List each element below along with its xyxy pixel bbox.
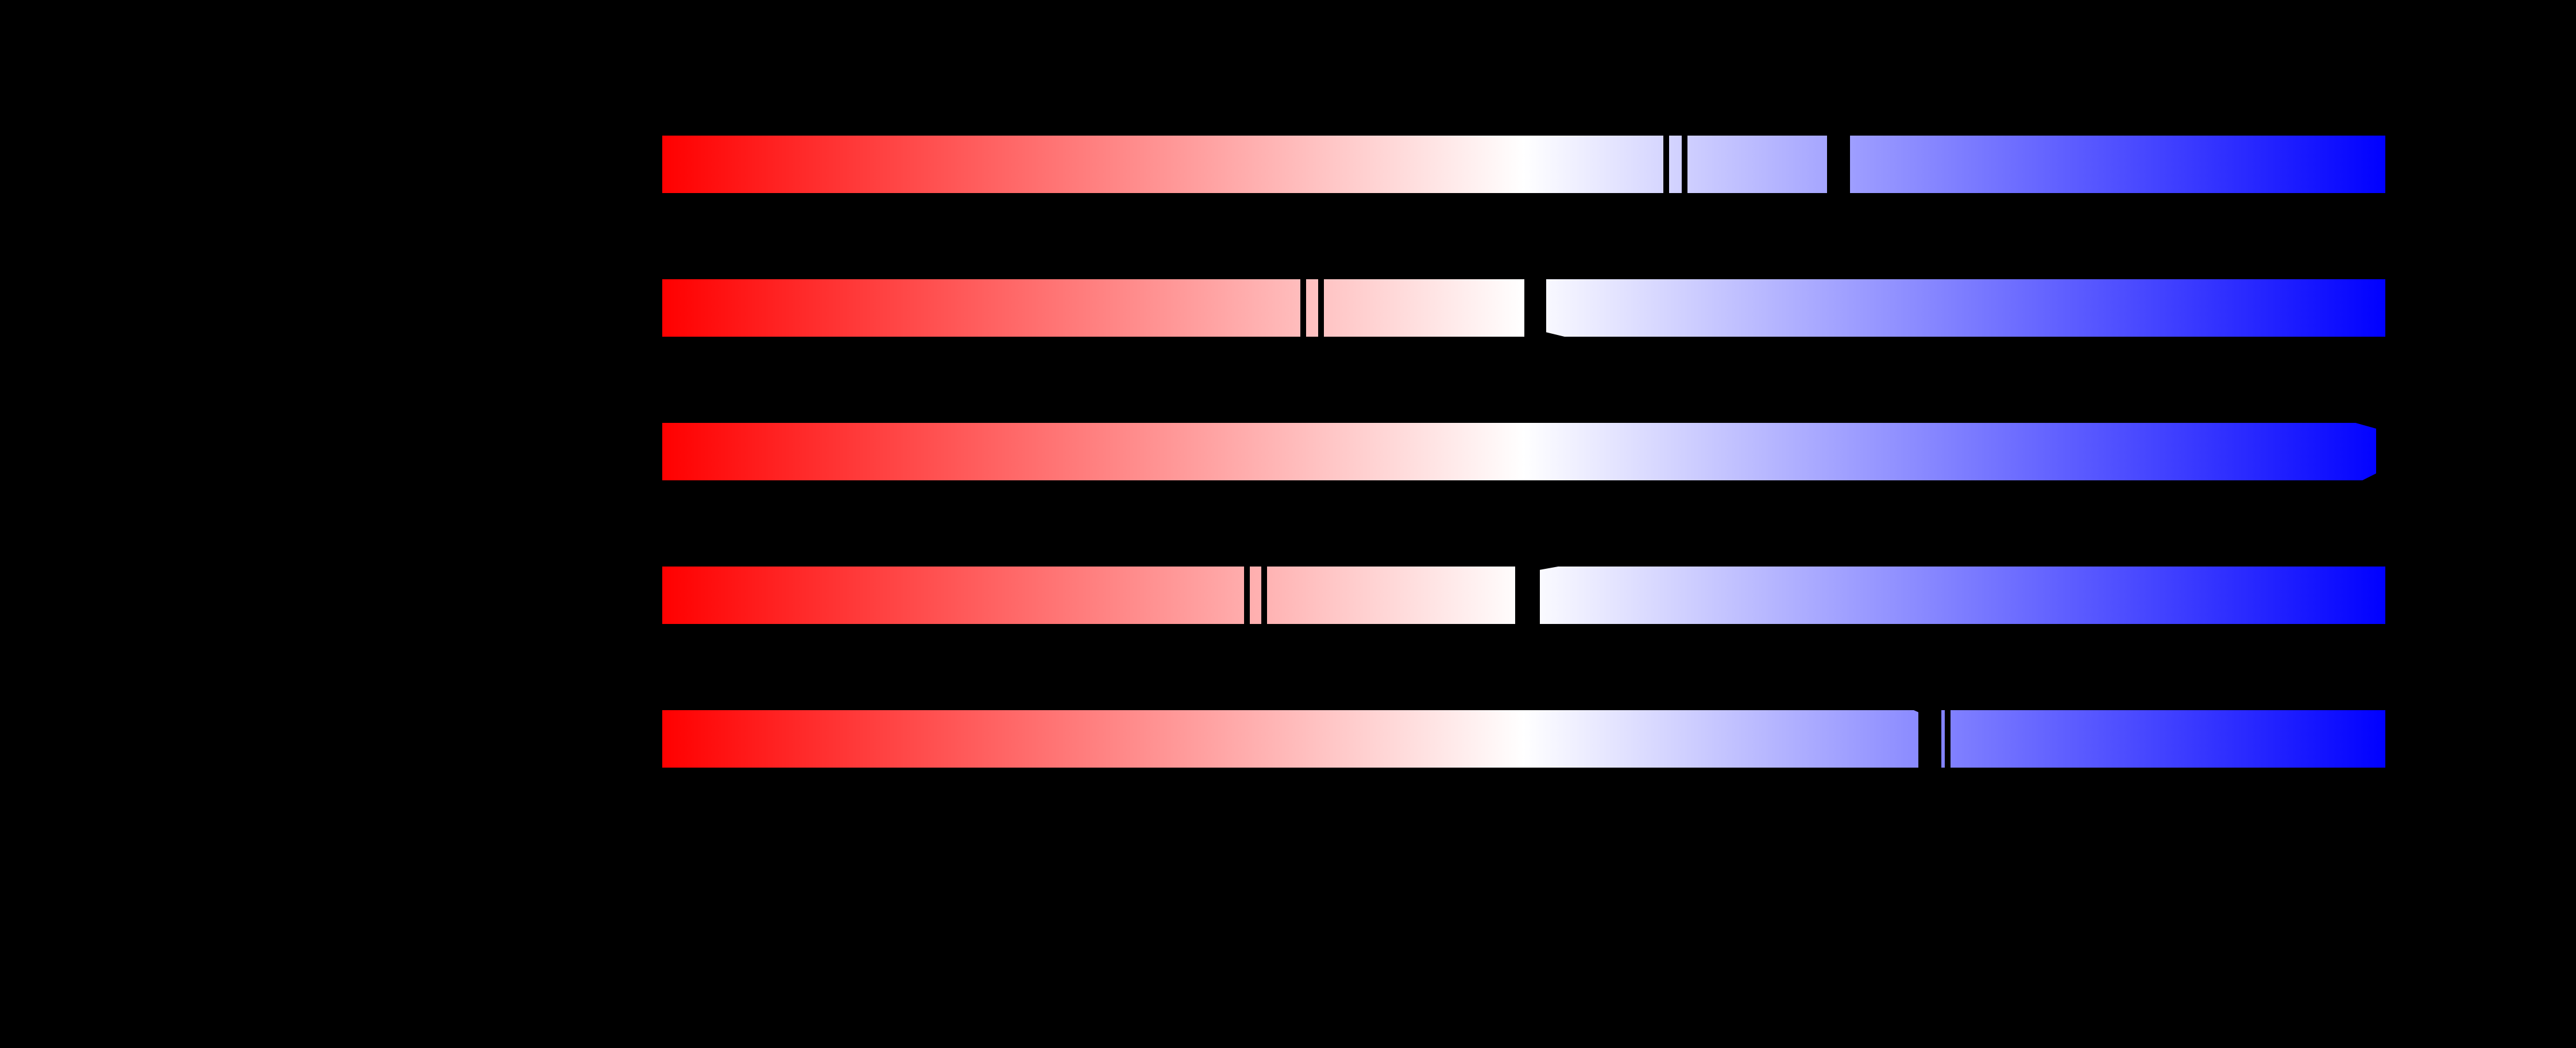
marker-flare: [1546, 332, 1565, 337]
bar-4: [662, 566, 2385, 625]
tick-marker: [1681, 135, 1687, 194]
band-marker: [1827, 135, 1850, 194]
tick-marker: [1663, 135, 1670, 194]
band-marker: [1515, 566, 1540, 625]
tick-marker: [1261, 566, 1267, 625]
tick-marker: [1318, 279, 1324, 337]
band-marker: [1524, 279, 1546, 337]
bar-5: [662, 710, 2385, 768]
tick-marker: [1243, 566, 1250, 625]
bar-3: [662, 423, 2376, 480]
marker-flare: [1914, 710, 1919, 712]
bar-2: [662, 279, 2385, 337]
band-marker: [1918, 710, 1941, 768]
tick-marker: [1300, 279, 1306, 337]
tick-marker: [1945, 710, 1951, 768]
marker-flare: [1539, 567, 1558, 570]
bar-1: [662, 135, 2385, 194]
